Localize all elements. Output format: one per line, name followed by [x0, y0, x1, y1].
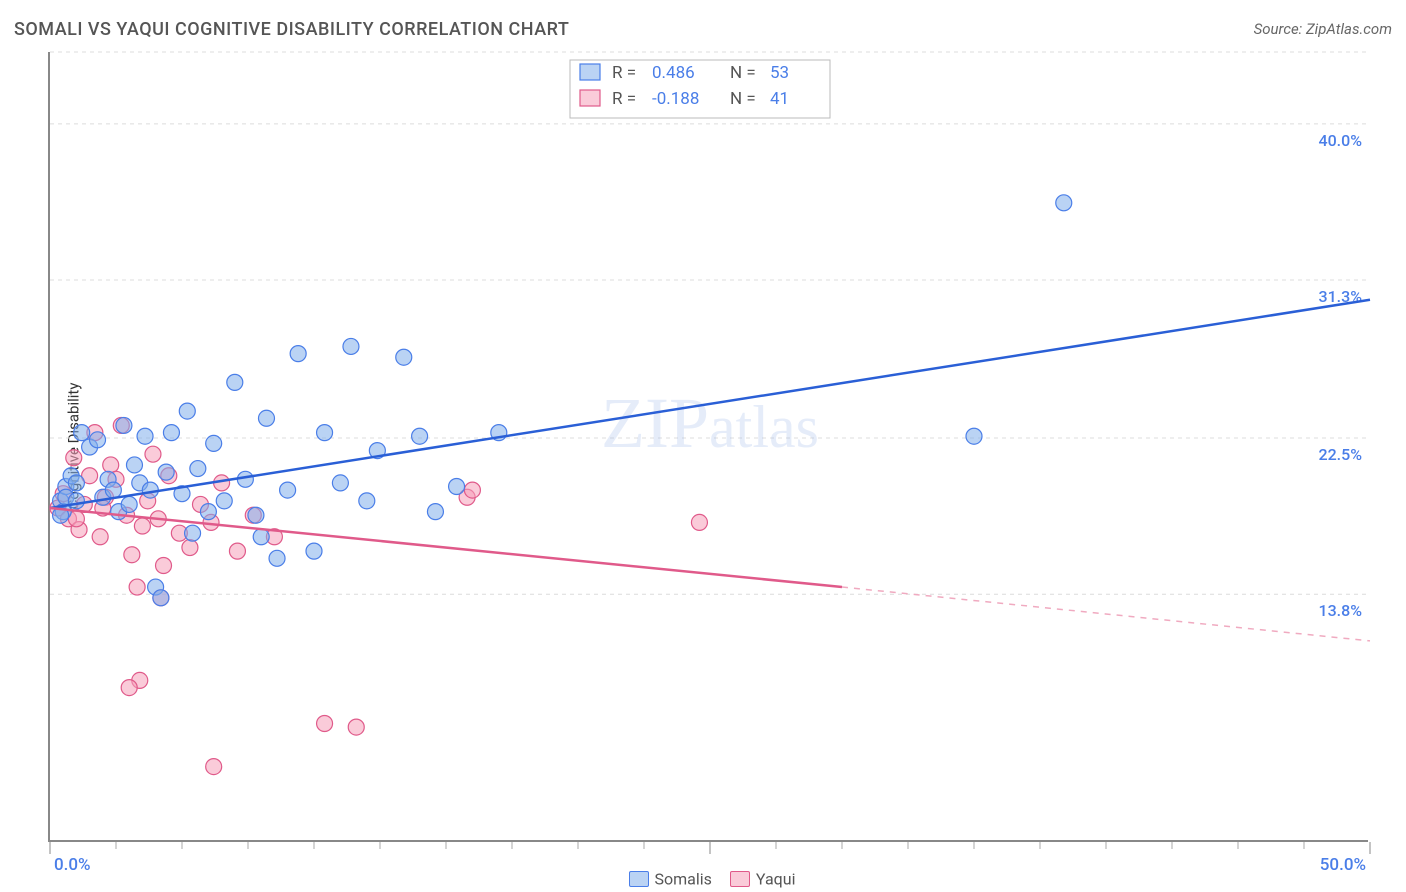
legend-n-value: 53 — [770, 63, 789, 83]
point-yaqui — [129, 579, 145, 595]
point-somalis — [90, 432, 106, 448]
point-somalis — [68, 493, 84, 509]
point-somalis — [412, 428, 428, 444]
point-somalis — [427, 504, 443, 520]
point-somalis — [396, 349, 412, 365]
legend-r-label: R = — [612, 63, 636, 83]
point-somalis — [190, 461, 206, 477]
point-somalis — [68, 475, 84, 491]
point-somalis — [153, 590, 169, 606]
point-yaqui — [66, 450, 82, 466]
legend-r-value: -0.188 — [652, 89, 699, 109]
point-somalis — [343, 338, 359, 354]
point-yaqui — [206, 759, 222, 775]
point-somalis — [179, 403, 195, 419]
point-yaqui — [348, 719, 364, 735]
point-somalis — [269, 550, 285, 566]
trend-somalis — [50, 300, 1370, 508]
point-somalis — [1056, 195, 1072, 211]
y-tick-label: 40.0% — [1318, 131, 1362, 150]
point-yaqui — [464, 482, 480, 498]
y-tick-label: 13.8% — [1318, 601, 1362, 620]
point-somalis — [253, 529, 269, 545]
point-somalis — [332, 475, 348, 491]
point-somalis — [137, 428, 153, 444]
legend-swatch — [730, 871, 750, 887]
point-yaqui — [134, 518, 150, 534]
legend-bottom: Somalis Yaqui — [0, 868, 1406, 888]
legend-swatch — [580, 90, 600, 106]
point-somalis — [290, 346, 306, 362]
y-tick-label: 22.5% — [1318, 445, 1362, 464]
trend-yaqui-extrapolated — [842, 587, 1370, 641]
plot-area: 13.8%22.5%31.3%40.0%0.0%50.0%ZIPatlasR =… — [48, 52, 1368, 842]
point-yaqui — [691, 514, 707, 530]
point-yaqui — [124, 547, 140, 563]
point-somalis — [105, 482, 121, 498]
point-somalis — [185, 525, 201, 541]
point-yaqui — [317, 716, 333, 732]
point-somalis — [306, 543, 322, 559]
chart-container: SOMALI VS YAQUI COGNITIVE DISABILITY COR… — [0, 0, 1406, 892]
point-somalis — [280, 482, 296, 498]
point-yaqui — [182, 540, 198, 556]
legend-swatch — [629, 871, 649, 887]
point-yaqui — [121, 680, 137, 696]
title-row: SOMALI VS YAQUI COGNITIVE DISABILITY COR… — [14, 14, 1392, 44]
legend-n-label: N = — [730, 89, 756, 109]
point-somalis — [227, 374, 243, 390]
point-somalis — [121, 496, 137, 512]
source-label: Source: ZipAtlas.com — [1254, 20, 1392, 38]
trend-yaqui — [50, 508, 842, 587]
legend-n-value: 41 — [770, 89, 789, 109]
legend-swatch — [580, 64, 600, 80]
point-somalis — [200, 504, 216, 520]
point-somalis — [258, 410, 274, 426]
point-somalis — [116, 417, 132, 433]
point-somalis — [449, 479, 465, 495]
point-somalis — [74, 425, 90, 441]
plot-svg: 13.8%22.5%31.3%40.0%0.0%50.0%ZIPatlasR =… — [50, 52, 1368, 840]
watermark: ZIPatlas — [601, 383, 819, 463]
legend-r-value: 0.486 — [652, 63, 695, 83]
point-somalis — [163, 425, 179, 441]
point-somalis — [126, 457, 142, 473]
point-somalis — [248, 507, 264, 523]
legend-correlation-box — [570, 60, 830, 118]
point-somalis — [216, 493, 232, 509]
point-somalis — [206, 435, 222, 451]
legend-series-label: Yaqui — [756, 869, 796, 888]
point-somalis — [158, 464, 174, 480]
point-yaqui — [103, 457, 119, 473]
point-somalis — [317, 425, 333, 441]
chart-title: SOMALI VS YAQUI COGNITIVE DISABILITY COR… — [14, 19, 569, 40]
legend-series-label: Somalis — [655, 869, 712, 888]
point-somalis — [359, 493, 375, 509]
legend-n-label: N = — [730, 63, 756, 83]
point-yaqui — [229, 543, 245, 559]
point-yaqui — [145, 446, 161, 462]
point-yaqui — [156, 558, 172, 574]
legend-r-label: R = — [612, 89, 636, 109]
point-somalis — [966, 428, 982, 444]
point-yaqui — [92, 529, 108, 545]
